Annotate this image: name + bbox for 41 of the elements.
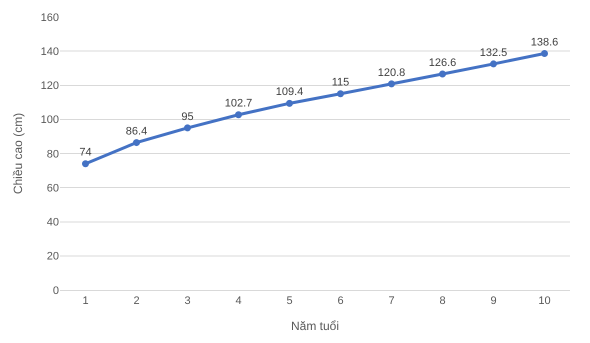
x-axis-title: Năm tuổi — [290, 319, 340, 334]
point — [388, 80, 395, 88]
y-tick-label: 100 — [40, 114, 59, 126]
x-tick-label: 9 — [490, 295, 497, 308]
y-tick-label: 40 — [46, 216, 59, 229]
data-label: 102.7 — [224, 98, 252, 110]
x-tick-label: 6 — [337, 295, 344, 308]
point — [286, 100, 293, 107]
point — [439, 70, 446, 78]
y-axis-title: Chiều cao (cm) — [10, 112, 25, 194]
data-label: 132.5 — [480, 46, 508, 59]
point — [184, 124, 191, 132]
y-tick-label: 140 — [40, 46, 59, 58]
y-tick-label: 160 — [40, 12, 59, 24]
x-tick-label: 1 — [82, 295, 89, 308]
x-tick-label: 5 — [286, 295, 293, 308]
point — [541, 50, 548, 58]
point — [82, 160, 89, 168]
data-label: 126.6 — [428, 56, 456, 69]
data-label: 74 — [79, 146, 92, 159]
y-tick-label: 20 — [46, 250, 59, 263]
point — [133, 139, 140, 146]
x-tick-label: 3 — [184, 295, 191, 308]
data-label: 95 — [181, 110, 194, 123]
point — [490, 60, 497, 68]
x-tick-label: 4 — [235, 295, 242, 308]
y-tick-label: 0 — [52, 284, 59, 297]
data-label: 86.4 — [126, 125, 148, 138]
x-tick-label: 2 — [133, 295, 140, 308]
x-tick-label: 10 — [538, 295, 551, 308]
data-label: 115 — [332, 76, 350, 89]
x-tick-label: 7 — [388, 295, 395, 308]
data-label: 109.4 — [276, 86, 304, 98]
point — [337, 90, 344, 98]
x-tick-label: 8 — [439, 295, 446, 308]
data-label: 138.6 — [530, 36, 558, 48]
y-tick-label: 60 — [46, 182, 59, 194]
data-label: 120.8 — [378, 66, 406, 79]
y-tick-label: 80 — [46, 148, 59, 160]
point — [235, 111, 242, 118]
y-tick-label: 120 — [40, 80, 59, 92]
